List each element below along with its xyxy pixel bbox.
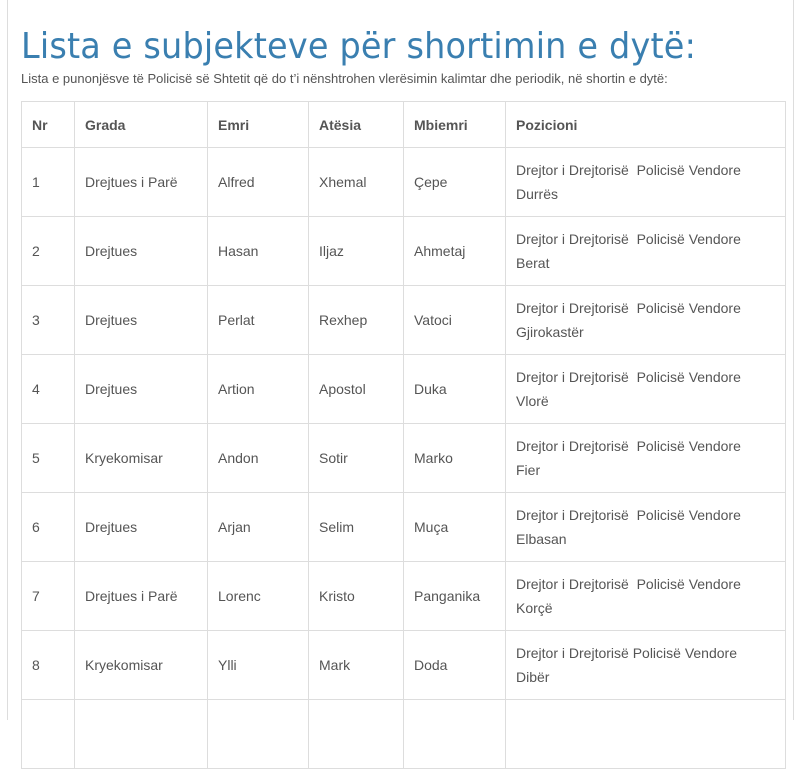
table-cell: Apostol — [308, 354, 404, 424]
table-cell: Panganika — [403, 561, 506, 631]
position-title: Drejtor i Drejtorisë Policisë Vendore — [516, 300, 741, 316]
position-cell: Drejtor i Drejtorisë Policisë Vendore Kor… — [505, 561, 786, 631]
column-header: Mbiemri — [403, 101, 506, 148]
table-cell: Ahmetaj — [403, 216, 506, 286]
table-cell: 1 — [21, 147, 75, 217]
position-city: Dibër — [516, 669, 550, 685]
table-cell: Iljaz — [308, 216, 404, 286]
position-cell: Drejtor i Drejtorisë Policisë Vendore Dur… — [505, 147, 786, 217]
table-row: 1 Drejtues i Parë Alfred Xhemal Çepe Drejtor … — [21, 147, 786, 217]
table-cell: 6 — [21, 492, 75, 562]
table-cell: Drejtues i Parë — [74, 147, 208, 217]
position-city: Gjirokastër — [516, 324, 584, 340]
table-cell: Perlat — [207, 285, 309, 355]
position-cell: Drejtor i Drejtorisë Policisë Vendore Gji… — [505, 285, 786, 355]
table-cell: 4 — [21, 354, 75, 424]
page-subtitle: Lista e punonjësve të Policisë së Shteti… — [21, 71, 668, 86]
position-title: Drejtor i Drejtorisë Policisë Vendore — [516, 645, 737, 661]
table-cell — [207, 699, 309, 769]
table-cell: Lorenc — [207, 561, 309, 631]
page-title: Lista e subjekteve për shortimin e dytë: — [21, 26, 697, 67]
table-cell: Rexhep — [308, 285, 404, 355]
table-cell: Drejtues — [74, 354, 208, 424]
table-cell: Kryekomisar — [74, 630, 208, 700]
table-cell: Artion — [207, 354, 309, 424]
position-title: Drejtor i Drejtorisë Policisë Vendore — [516, 231, 741, 247]
table-cell — [74, 699, 208, 769]
position-city: Berat — [516, 255, 550, 271]
table-row: 6 Drejtues Arjan Selim Muça Drejtor i Drejtor… — [21, 492, 786, 562]
column-header: Nr — [21, 101, 75, 148]
position-cell: Drejtor i Drejtorisë Policisë Vendore Elb… — [505, 492, 786, 562]
table-header-row: Nr Grada Emri Atësia Mbiemri Pozicioni — [21, 101, 786, 148]
table-cell: Xhemal — [308, 147, 404, 217]
table-cell — [403, 699, 506, 769]
table-row: 4 Drejtues Artion Apostol Duka Drejtor i Drej… — [21, 354, 786, 424]
table-row: 2 Drejtues Hasan Iljaz Ahmetaj Drejtor i Drej… — [21, 216, 786, 286]
table-row — [21, 699, 786, 769]
table-cell: Sotir — [308, 423, 404, 493]
table-cell: Vatoci — [403, 285, 506, 355]
table-cell: 3 — [21, 285, 75, 355]
table-cell: Arjan — [207, 492, 309, 562]
position-city: Fier — [516, 462, 541, 478]
position-title: Drejtor i Drejtorisë Policisë Vendore — [516, 576, 741, 592]
table-row: 8 Kryekomisar Ylli Mark Doda Drejtor i Drejto… — [21, 630, 786, 700]
table-cell: Drejtues — [74, 492, 208, 562]
table-cell: Drejtues i Parë — [74, 561, 208, 631]
table-cell: Marko — [403, 423, 506, 493]
table-cell: Hasan — [207, 216, 309, 286]
position-cell: Drejtor i Drejtorisë Policisë Vendore Vlo… — [505, 354, 786, 424]
column-header: Pozicioni — [505, 101, 786, 148]
table-cell: 5 — [21, 423, 75, 493]
position-city: Durrës — [516, 186, 559, 202]
position-city: Korçë — [516, 600, 553, 616]
table-cell: Alfred — [207, 147, 309, 217]
position-cell: Drejtor i Drejtorisë Policisë Vendore Ber… — [505, 216, 786, 286]
table-cell: Mark — [308, 630, 404, 700]
table-row: 3 Drejtues Perlat Rexhep Vatoci Drejtor i Dre… — [21, 285, 786, 355]
table-cell: Andon — [207, 423, 309, 493]
table-cell: 8 — [21, 630, 75, 700]
table-cell — [21, 699, 75, 769]
table-row: 5 Kryekomisar Andon Sotir Marko Drejtor i Dre… — [21, 423, 786, 493]
table-cell: Duka — [403, 354, 506, 424]
table-cell: Muça — [403, 492, 506, 562]
table-cell: 7 — [21, 561, 75, 631]
content-frame — [7, 0, 794, 720]
position-title: Drejtor i Drejtorisë Policisë Vendore — [516, 162, 741, 178]
position-title: Drejtor i Drejtorisë Policisë Vendore — [516, 369, 741, 385]
table-cell: Kristo — [308, 561, 404, 631]
table-cell: Çepe — [403, 147, 506, 217]
table-cell: 2 — [21, 216, 75, 286]
table-cell: Ylli — [207, 630, 309, 700]
position-title: Drejtor i Drejtorisë Policisë Vendore — [516, 507, 741, 523]
position-cell — [505, 699, 786, 769]
table-cell: Kryekomisar — [74, 423, 208, 493]
table-cell: Doda — [403, 630, 506, 700]
table-row: 7 Drejtues i Parë Lorenc Kristo Panganika Dre… — [21, 561, 786, 631]
table-cell — [308, 699, 404, 769]
table-cell: Drejtues — [74, 285, 208, 355]
subjects-table: Nr Grada Emri Atësia Mbiemri Pozicioni 1 Drejt… — [21, 101, 786, 769]
position-city: Elbasan — [516, 531, 567, 547]
column-header: Atësia — [308, 101, 404, 148]
column-header: Grada — [74, 101, 208, 148]
position-cell: Drejtor i Drejtorisë Policisë Vendore Fie… — [505, 423, 786, 493]
position-cell: Drejtor i Drejtorisë Policisë Vendore Dib… — [505, 630, 786, 700]
table-cell: Drejtues — [74, 216, 208, 286]
position-city: Vlorë — [516, 393, 549, 409]
position-title: Drejtor i Drejtorisë Policisë Vendore — [516, 438, 741, 454]
column-header: Emri — [207, 101, 309, 148]
table-cell: Selim — [308, 492, 404, 562]
